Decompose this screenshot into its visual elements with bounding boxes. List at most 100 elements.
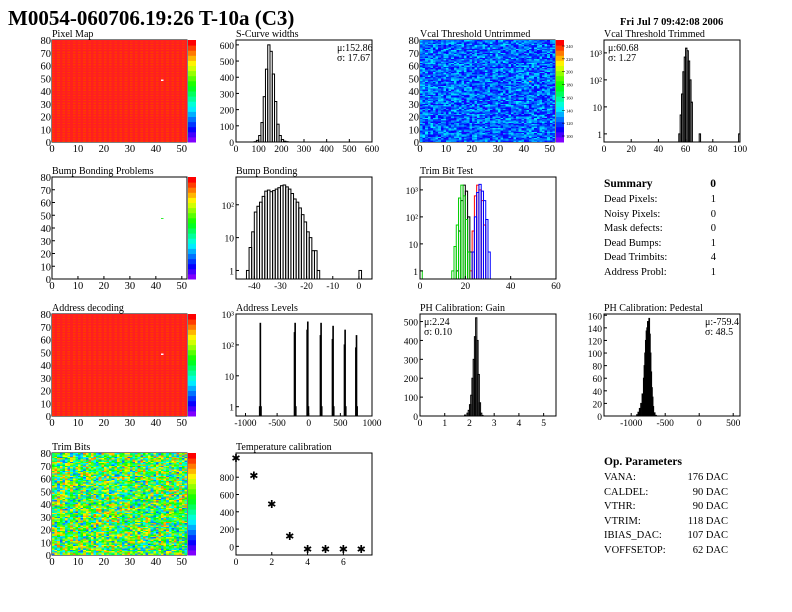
y-tick-label: 10 (409, 125, 420, 136)
colorbar-tick-label: 140 (566, 108, 574, 113)
histogram-bin (355, 335, 358, 416)
plot-title: Bump Bonding (236, 166, 297, 177)
frame (603, 313, 741, 417)
y-tick-label: 0 (229, 139, 234, 149)
colorbar-cell (556, 136, 564, 143)
histogram-bin (306, 321, 309, 416)
y-tick-label: 500 (404, 319, 419, 329)
ph-pedestal-plot: PH Calibration: Pedestal -1000 -500 0 500 0 20… (588, 303, 741, 429)
colorbar-cell (556, 45, 564, 51)
x-tick-label: 30 (125, 144, 136, 155)
y-tick-label: 20 (41, 526, 52, 537)
x-tick-label: 30 (125, 281, 136, 292)
x-tick-label: 0 (306, 419, 311, 429)
y-tick-label: 60 (41, 336, 52, 347)
y-tick-label: 10 (41, 262, 52, 273)
colorbar-tick-label: 200 (566, 70, 574, 75)
x-tick-label: 20 (467, 144, 478, 155)
colorbar-cell (188, 233, 196, 239)
histogram-bin (698, 133, 702, 142)
colorbar-cell (556, 116, 564, 123)
y-tick-label: 0 (46, 138, 51, 149)
colorbar-cell (556, 85, 564, 92)
colorbar-cell (556, 70, 564, 77)
data-point: ✱ (357, 544, 366, 556)
colorbar-cell (188, 468, 196, 474)
colorbar-cell (188, 60, 196, 66)
colorbar-cell (188, 458, 196, 464)
y-tick-label: 800 (220, 474, 235, 484)
plot-title: Pixel Map (52, 29, 93, 40)
colorbar-cell (188, 324, 196, 330)
row-label: VTRIM: (604, 515, 641, 527)
param-row: VTHR: 90 DAC (604, 501, 728, 516)
colorbar-cell (188, 314, 196, 320)
histogram-bin (464, 218, 469, 279)
colorbar-cell (188, 390, 196, 397)
histogram-bin (636, 414, 638, 416)
x-tick-label: 10 (441, 144, 452, 155)
colorbar-cell (188, 544, 196, 551)
y-tick-label: 40 (41, 87, 52, 98)
colorbar-cell (556, 101, 564, 107)
y-tick-label: 80 (41, 36, 52, 47)
x-tick-label: 100 (252, 145, 267, 155)
y-tick-label: 50 (41, 211, 52, 222)
colorbar-cell (188, 126, 196, 133)
colorbar-cell (188, 359, 196, 366)
y-tick-label: 10 (225, 373, 235, 383)
colorbar-cell (556, 50, 564, 56)
y-tick-label: 0 (229, 543, 234, 553)
x-tick-label: 0 (49, 418, 54, 429)
histogram-bin (356, 406, 358, 416)
x-tick-label: -30 (274, 282, 287, 292)
colorbar-cell (188, 509, 196, 515)
colorbar-cell (188, 375, 196, 381)
x-tick-label: 2 (467, 419, 472, 429)
histogram-bin (640, 402, 642, 416)
histogram-bin (344, 406, 347, 416)
plot-title: Bump Bonding Problems (52, 166, 154, 177)
x-tick-label: 400 (320, 145, 335, 155)
y-tick-label: 10³ (222, 311, 235, 321)
vcal-trimmed-plot: Vcal Threshold Trimmed 0 20 40 60 80 100 1 10 10²… (590, 29, 748, 155)
summary-title: Summary (604, 178, 653, 190)
row-label: VOFFSETOP: (604, 544, 666, 556)
x-tick-label: 1000 (363, 419, 382, 429)
address-levels-plot: Address Levels -1000 -500 0 500 1000 1 10 10² 10³ (222, 303, 382, 429)
x-tick-label: 100 (733, 145, 748, 155)
colorbar-cell (188, 111, 196, 117)
colorbar-cell (188, 50, 196, 56)
y-tick-label: 20 (409, 113, 420, 124)
row-value: 4 (710, 252, 716, 263)
param-row: VTRIM: 118 DAC (604, 516, 728, 531)
frame (235, 313, 373, 417)
pixel-grid (420, 40, 555, 142)
plot-title: PH Calibration: Gain (420, 303, 505, 314)
colorbar-cell (188, 70, 196, 77)
colorbar-cell (556, 131, 564, 138)
x-tick-label: 30 (125, 418, 136, 429)
histogram-bin (320, 322, 322, 416)
y-tick-label: 80 (593, 363, 603, 373)
y-tick-label: 0 (413, 413, 418, 423)
x-tick-label: 0 (417, 144, 422, 155)
scurve-plot: S-Curve widths 0 100 200 300 400 500 600 0 100 200… (220, 29, 380, 155)
plot-title: Address decoding (52, 303, 124, 314)
plot-title: Vcal Threshold Trimmed (604, 29, 705, 40)
y-tick-label: 20 (41, 250, 52, 261)
colorbar-cell (188, 106, 196, 112)
param-row: Address Probl: 1 (604, 267, 716, 282)
x-tick-label: 200 (274, 145, 289, 155)
y-tick-label: 50 (41, 348, 52, 359)
y-tick-label: 70 (41, 186, 52, 197)
data-point: ✱ (321, 544, 330, 556)
colorbar-cell (188, 395, 196, 402)
colorbar-cell (188, 473, 196, 479)
colorbar-cell (188, 45, 196, 51)
histogram-bin (487, 251, 491, 279)
colorbar-tick-label: 120 (566, 121, 574, 126)
pixel-grid (52, 453, 187, 555)
